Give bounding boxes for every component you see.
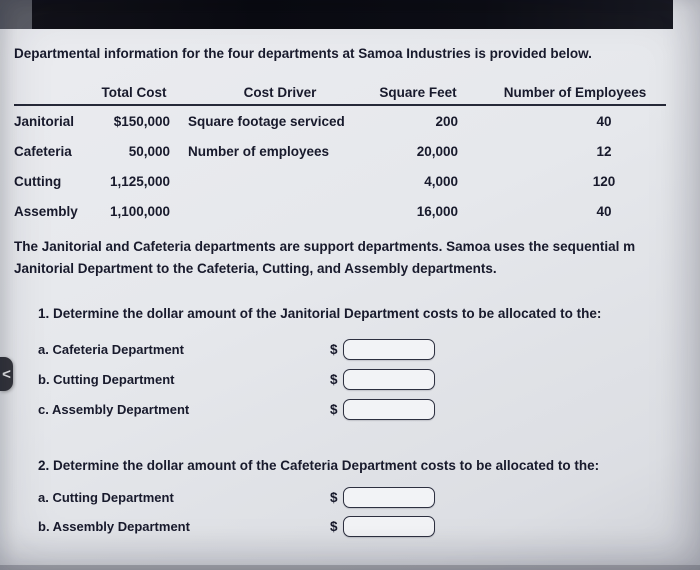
top-left-corner-block <box>0 0 32 29</box>
dollar-sign: $ <box>330 518 338 534</box>
total-cost-value: $150,000 <box>113 113 170 129</box>
q2-cutting-allocation-input[interactable] <box>342 486 435 508</box>
dollar-sign: $ <box>330 341 338 357</box>
q1-cafeteria-label: a. Cafeteria Department <box>38 341 184 357</box>
chevron-left-icon: < <box>2 365 11 383</box>
support-depts-description-line2: Janitorial Department to the Cafeteria, … <box>14 261 497 276</box>
table-header-row: Total Cost Cost Driver Square Feet Numbe… <box>14 80 666 106</box>
dollar-sign: $ <box>330 401 338 417</box>
q1-cafeteria-row: a. Cafeteria Department $ <box>38 336 435 362</box>
square-feet-value: 4,000 <box>424 173 458 189</box>
header-employees: Number of Employees <box>503 84 647 100</box>
square-feet-value: 200 <box>435 113 458 129</box>
q2-assembly-allocation-input[interactable] <box>342 515 435 537</box>
header-cost-driver: Cost Driver <box>243 84 317 100</box>
total-cost-value: 50,000 <box>128 143 170 159</box>
dept-name: Cafeteria <box>14 143 72 159</box>
employees-value: 40 <box>596 113 612 129</box>
back-chevron-button[interactable]: < <box>0 357 13 391</box>
top-bar <box>32 0 673 29</box>
employees-value: 40 <box>596 203 612 219</box>
table-row: Cutting 1,125,000 4,000 120 <box>14 166 666 196</box>
dollar-sign: $ <box>330 489 338 505</box>
dept-name: Janitorial <box>14 113 75 129</box>
question2-prompt: 2. Determine the dollar amount of the Ca… <box>38 458 600 473</box>
q1-cutting-allocation-input[interactable] <box>342 368 435 390</box>
header-square-feet: Square Feet <box>379 84 457 100</box>
q1-cafeteria-allocation-input[interactable] <box>342 338 435 360</box>
support-depts-description-line1: The Janitorial and Cafeteria departments… <box>14 239 636 254</box>
q1-cutting-label: b. Cutting Department <box>38 371 175 387</box>
dept-name: Cutting <box>14 173 62 189</box>
table-row: Assembly 1,100,000 16,000 40 <box>14 196 666 226</box>
q1-cutting-row: b. Cutting Department $ <box>38 366 435 392</box>
q2-assembly-row: b. Assembly Department $ <box>38 513 435 539</box>
dept-name: Assembly <box>14 203 78 219</box>
table-row: Janitorial $150,000 Square footage servi… <box>14 106 666 136</box>
question1-prompt: 1. Determine the dollar amount of the Ja… <box>38 306 602 321</box>
total-cost-value: 1,100,000 <box>109 203 170 219</box>
dollar-sign: $ <box>330 371 338 387</box>
q2-cutting-label: a. Cutting Department <box>38 489 174 505</box>
q1-assembly-label: c. Assembly Department <box>38 401 190 417</box>
photo-bottom-edge <box>0 565 700 570</box>
q2-assembly-label: b. Assembly Department <box>38 518 190 534</box>
square-feet-value: 16,000 <box>416 203 458 219</box>
cost-driver-value: Number of employees <box>188 143 330 159</box>
q2-cutting-row: a. Cutting Department $ <box>38 484 435 510</box>
intro-text: Departmental information for the four de… <box>14 46 592 61</box>
employees-value: 12 <box>596 143 612 159</box>
table-row: Cafeteria 50,000 Number of employees 20,… <box>14 136 666 166</box>
employees-value: 120 <box>592 173 616 189</box>
total-cost-value: 1,125,000 <box>109 173 170 189</box>
departments-table: Total Cost Cost Driver Square Feet Numbe… <box>14 80 666 226</box>
cost-driver-value: Square footage serviced <box>188 113 345 129</box>
header-total-cost: Total Cost <box>101 84 167 100</box>
square-feet-value: 20,000 <box>416 143 458 159</box>
q1-assembly-row: c. Assembly Department $ <box>38 396 435 422</box>
q1-assembly-allocation-input[interactable] <box>342 398 435 420</box>
